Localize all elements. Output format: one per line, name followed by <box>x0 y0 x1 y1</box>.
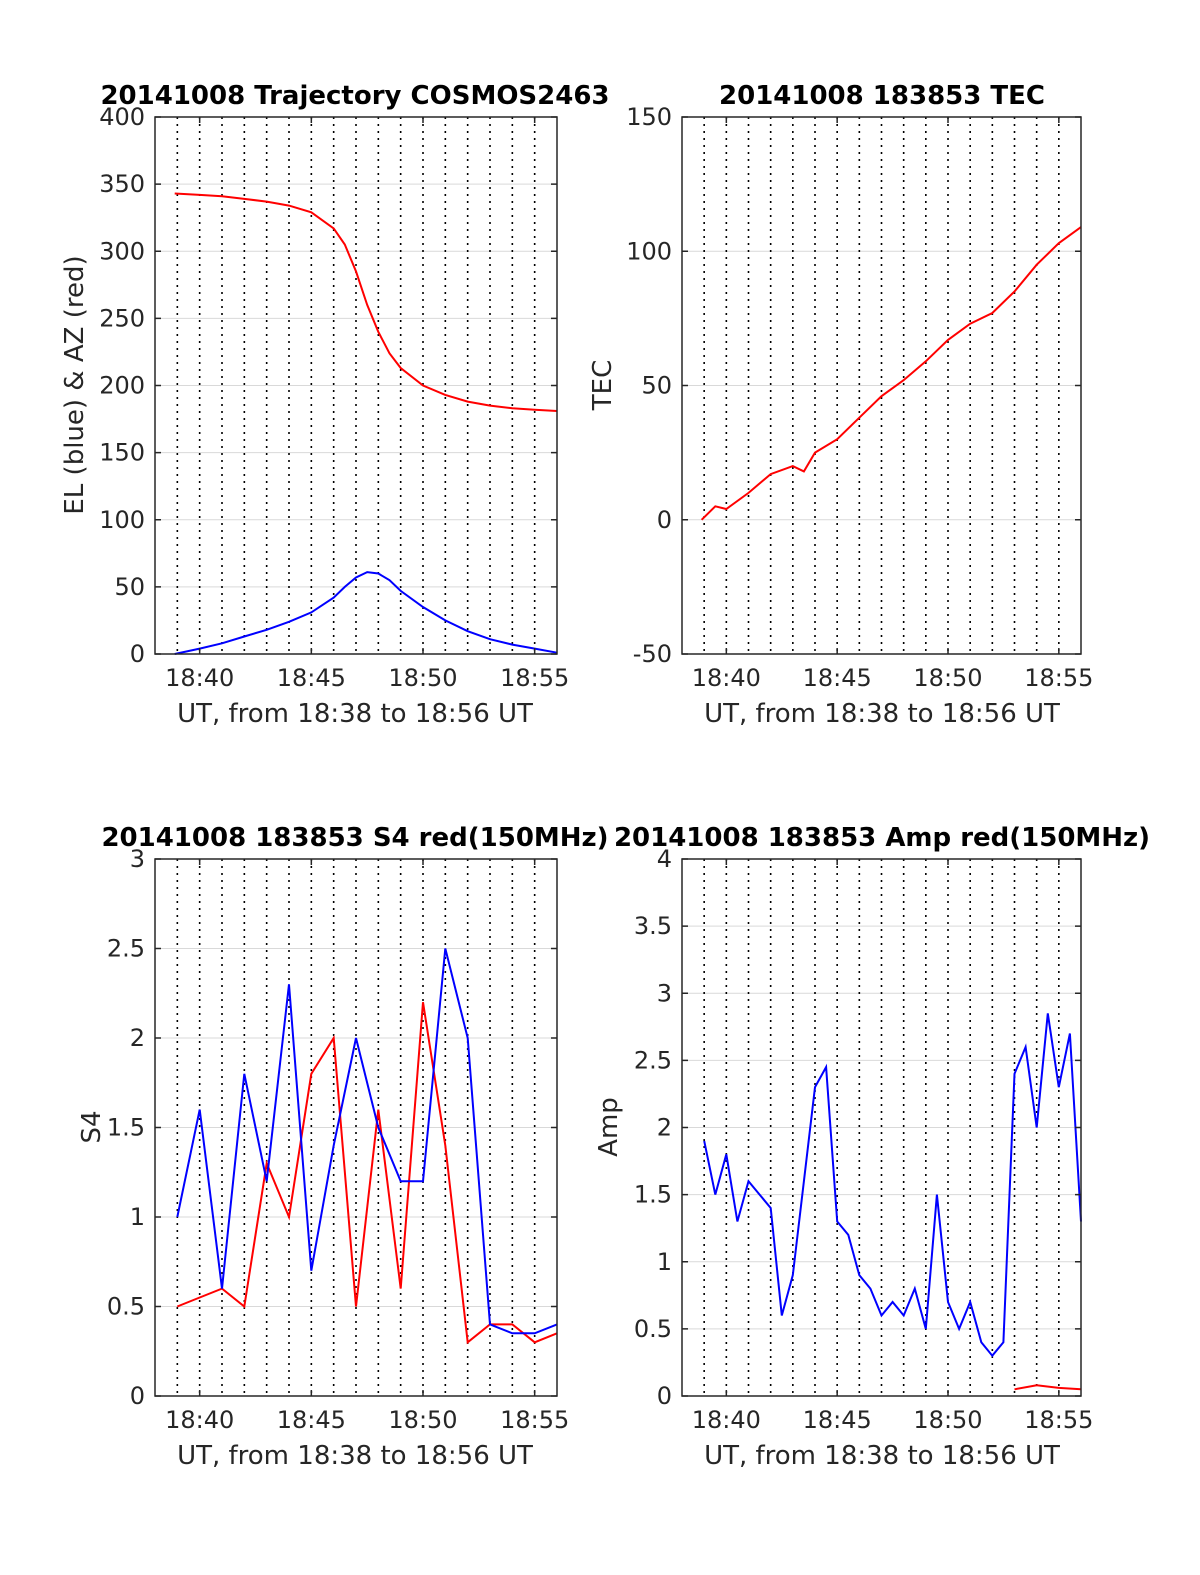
trajectory-xtick-label: 18:45 <box>277 664 346 692</box>
s4-title: 20141008 183853 S4 red(150MHz) <box>101 823 608 853</box>
s4-ytick-label: 0 <box>130 1382 145 1410</box>
amp-xtick-label: 18:55 <box>1024 1406 1093 1434</box>
trajectory-xtick-label: 18:40 <box>165 664 234 692</box>
trajectory-xlabel: UT, from 18:38 to 18:56 UT <box>177 699 533 729</box>
amp-plot-area <box>703 1013 1082 1391</box>
s4-series-blue-line <box>176 948 558 1335</box>
tec-title: 20141008 183853 TEC <box>719 81 1045 111</box>
trajectory-xtick-label: 18:50 <box>388 664 457 692</box>
s4-ytick-label: 2.5 <box>107 935 145 963</box>
s4-ytick-label: 3 <box>130 845 145 873</box>
tec-ytick-label: -50 <box>633 640 672 668</box>
amp-ytick-label: 2 <box>657 1114 672 1142</box>
s4-ytick-label: 2 <box>130 1024 145 1052</box>
amp-ylabel: Amp <box>594 1097 624 1157</box>
amp-xtick-label: 18:45 <box>803 1406 872 1434</box>
s4-xlabel: UT, from 18:38 to 18:56 UT <box>177 1441 533 1471</box>
tec-xlabel: UT, from 18:38 to 18:56 UT <box>704 699 1060 729</box>
s4-xtick-label: 18:40 <box>165 1406 234 1434</box>
tec-chart: -50 0 50 100 150 18:40 18:45 18:50 18:55 2014100… <box>588 81 1093 729</box>
trajectory-xtick-label: 18:55 <box>500 664 569 692</box>
s4-xtick-label: 18:45 <box>277 1406 346 1434</box>
amp-series-blue-line <box>703 1013 1082 1358</box>
trajectory-ticks: 0 50 100 150 200 250 300 350 400 18:40 18:45 18:50 1… <box>99 103 569 692</box>
amp-ytick-label: 4 <box>657 845 672 873</box>
s4-xtick-label: 18:55 <box>500 1406 569 1434</box>
tec-xtick-label: 18:55 <box>1024 664 1093 692</box>
trajectory-ytick-label: 400 <box>99 103 145 131</box>
tec-ytick-label: 50 <box>641 372 672 400</box>
trajectory-ytick-label: 50 <box>114 573 145 601</box>
tec-plot-area <box>700 226 1082 521</box>
amp-xtick-label: 18:40 <box>692 1406 761 1434</box>
s4-ytick-label: 1 <box>130 1203 145 1231</box>
tec-ylabel: TEC <box>588 360 618 411</box>
s4-ticks: 0 0.5 1 1.5 2 2.5 3 18:40 18:45 18:50 18:55 <box>107 845 569 1434</box>
amp-xlabel: UT, from 18:38 to 18:56 UT <box>704 1441 1060 1471</box>
tec-xtick-label: 18:50 <box>913 664 982 692</box>
amp-ytick-label: 3.5 <box>634 912 672 940</box>
s4-chart: 0 0.5 1 1.5 2 2.5 3 18:40 18:45 18:50 18:55 201410… <box>77 823 609 1471</box>
trajectory-ytick-label: 250 <box>99 304 145 332</box>
trajectory-plot-area <box>174 192 558 655</box>
s4-plot-area <box>176 948 558 1345</box>
amp-ytick-label: 2.5 <box>634 1046 672 1074</box>
amp-ytick-label: 0 <box>657 1382 672 1410</box>
s4-ytick-label: 0.5 <box>107 1293 145 1321</box>
trajectory-ytick-label: 150 <box>99 439 145 467</box>
tec-series-red-line <box>700 226 1082 521</box>
amp-title: 20141008 183853 Amp red(150MHz) <box>614 823 1150 853</box>
trajectory-ytick-label: 300 <box>99 237 145 265</box>
tec-ticks: -50 0 50 100 150 18:40 18:45 18:50 18:55 <box>626 103 1093 692</box>
tec-ytick-label: 100 <box>626 237 672 265</box>
trajectory-ytick-label: 350 <box>99 170 145 198</box>
tec-xtick-label: 18:45 <box>803 664 872 692</box>
trajectory-ylabel: EL (blue) & AZ (red) <box>60 255 90 514</box>
trajectory-series-blue-line <box>174 571 558 655</box>
trajectory-chart: 0 50 100 150 200 250 300 350 400 18:40 18:45 18:50 1… <box>60 81 610 729</box>
trajectory-ytick-label: 0 <box>130 640 145 668</box>
amp-xtick-label: 18:50 <box>913 1406 982 1434</box>
amp-chart: 0 0.5 1 1.5 2 2.5 3 3.5 4 18:40 18:45 18:50 18:55 20… <box>594 823 1150 1471</box>
tec-ytick-label: 150 <box>626 103 672 131</box>
s4-ylabel: S4 <box>77 1110 107 1143</box>
amp-ytick-label: 1 <box>657 1248 672 1276</box>
amp-ytick-label: 1.5 <box>634 1181 672 1209</box>
tec-ytick-label: 0 <box>657 506 672 534</box>
trajectory-ytick-label: 100 <box>99 506 145 534</box>
amp-ytick-label: 0.5 <box>634 1315 672 1343</box>
amp-ticks: 0 0.5 1 1.5 2 2.5 3 3.5 4 18:40 18:45 18:50 18:55 <box>634 845 1094 1434</box>
trajectory-title: 20141008 Trajectory COSMOS2463 <box>100 81 609 111</box>
amp-series-red-line <box>1014 1384 1082 1391</box>
s4-xtick-label: 18:50 <box>388 1406 457 1434</box>
trajectory-series-red-line <box>174 192 558 412</box>
s4-series-red-line <box>176 1002 558 1345</box>
amp-ytick-label: 3 <box>657 979 672 1007</box>
s4-ytick-label: 1.5 <box>107 1114 145 1142</box>
trajectory-ytick-label: 200 <box>99 372 145 400</box>
tec-xtick-label: 18:40 <box>692 664 761 692</box>
